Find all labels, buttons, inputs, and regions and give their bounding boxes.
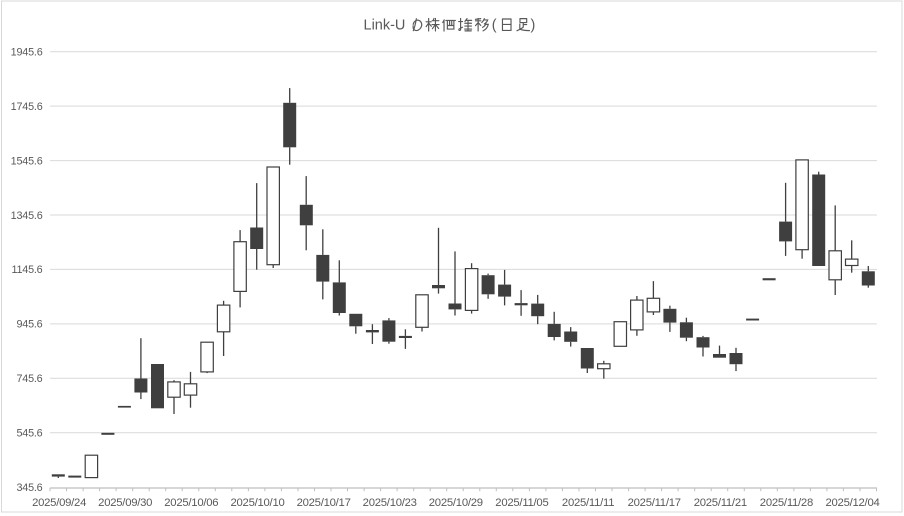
svg-text:2025/10/10: 2025/10/10 — [230, 497, 284, 509]
svg-text:2025/11/21: 2025/11/21 — [694, 497, 747, 509]
svg-text:1745.6: 1745.6 — [11, 101, 43, 113]
svg-text:1145.6: 1145.6 — [11, 264, 42, 276]
svg-text:1945.6: 1945.6 — [11, 47, 43, 59]
svg-text:745.6: 745.6 — [16, 373, 42, 385]
svg-text:545.6: 545.6 — [16, 428, 42, 440]
svg-text:Link-U: Link-U — [364, 18, 406, 34]
svg-text:2025/12/04: 2025/12/04 — [825, 497, 879, 509]
svg-text:2025/10/29: 2025/10/29 — [429, 497, 483, 509]
svg-text:2025/11/11: 2025/11/11 — [562, 497, 614, 509]
svg-text:345.6: 345.6 — [16, 482, 42, 494]
svg-text:2025/11/17: 2025/11/17 — [628, 497, 681, 509]
svg-text:1345.6: 1345.6 — [11, 210, 43, 222]
svg-text:): ) — [531, 18, 536, 34]
svg-text:2025/10/23: 2025/10/23 — [363, 497, 417, 509]
svg-text:2025/11/28: 2025/11/28 — [760, 497, 813, 509]
svg-text:2025/11/05: 2025/11/05 — [495, 497, 548, 509]
svg-text:945.6: 945.6 — [16, 319, 42, 331]
svg-text:2025/10/06: 2025/10/06 — [164, 497, 218, 509]
svg-text:2025/09/30: 2025/09/30 — [98, 497, 152, 509]
svg-text:2025/10/17: 2025/10/17 — [297, 497, 351, 509]
svg-text:1545.6: 1545.6 — [11, 155, 43, 167]
svg-text:2025/09/24: 2025/09/24 — [32, 497, 86, 509]
svg-text:(: ( — [492, 18, 497, 34]
